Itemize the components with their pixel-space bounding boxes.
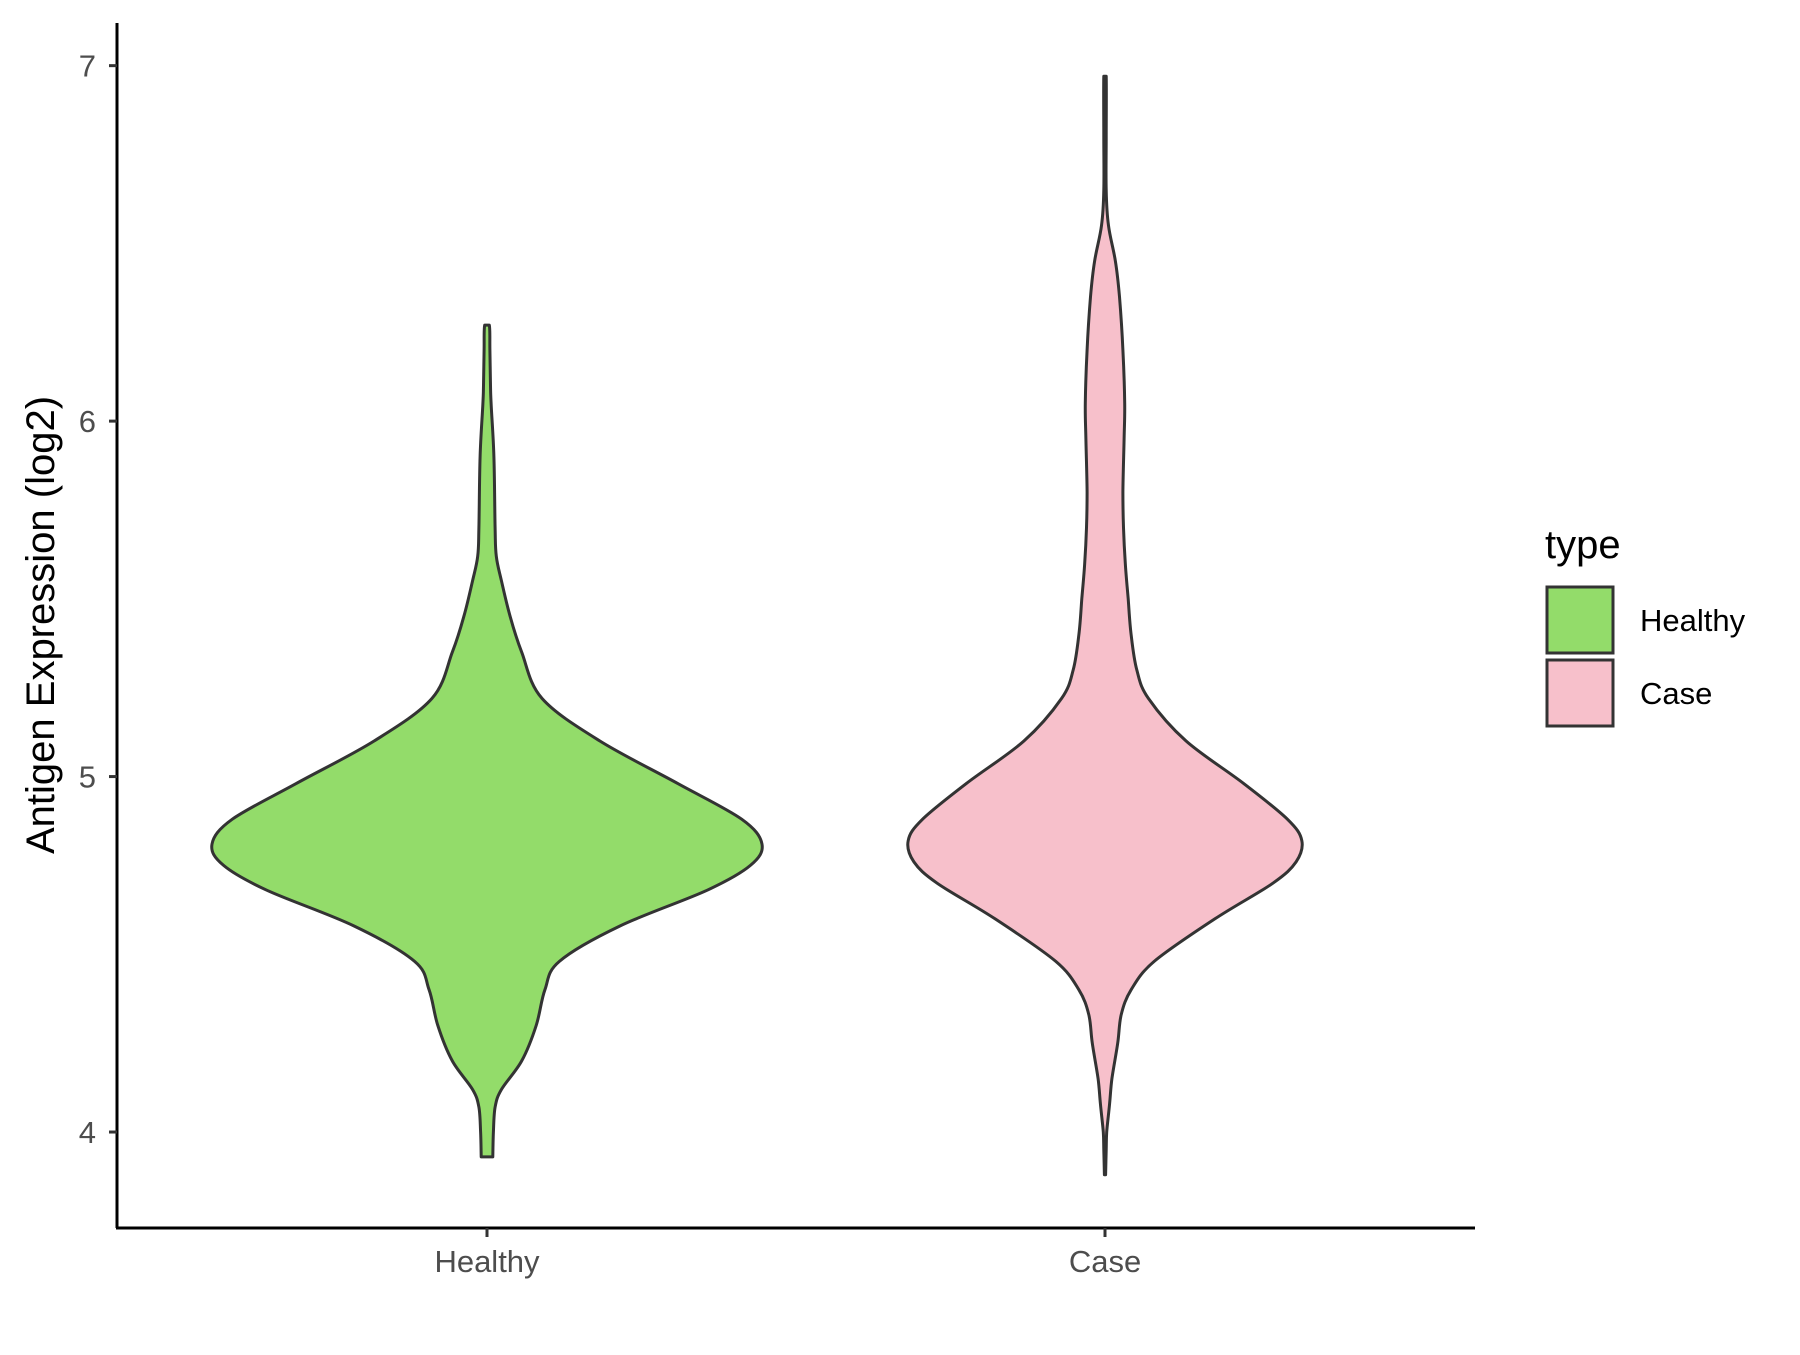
y-ticks: 4 5 6 7 — [79, 49, 117, 1150]
legend-label-case: Case — [1640, 676, 1712, 711]
y-tick-label: 5 — [79, 760, 96, 795]
y-tick-label: 6 — [79, 404, 96, 439]
violin-healthy — [210, 323, 764, 1159]
legend-title: type — [1545, 523, 1621, 567]
y-tick-label: 4 — [79, 1115, 96, 1150]
legend: type Healthy Case — [1545, 523, 1746, 728]
legend-swatch-healthy — [1545, 585, 1615, 655]
legend-label-healthy: Healthy — [1640, 603, 1746, 638]
y-axis-title: Antigen Expression (log2) — [19, 396, 63, 854]
x-ticks: Healthy Case — [434, 1228, 1141, 1279]
violin-case — [906, 74, 1304, 1177]
y-tick-label: 7 — [79, 49, 96, 84]
legend-swatch-case — [1545, 658, 1615, 728]
axes — [115, 23, 1475, 1230]
legend-items: Healthy Case — [1545, 585, 1746, 728]
x-tick-label-healthy: Healthy — [434, 1244, 540, 1279]
x-tick-label-case: Case — [1069, 1244, 1141, 1279]
plot-area — [210, 74, 1304, 1177]
